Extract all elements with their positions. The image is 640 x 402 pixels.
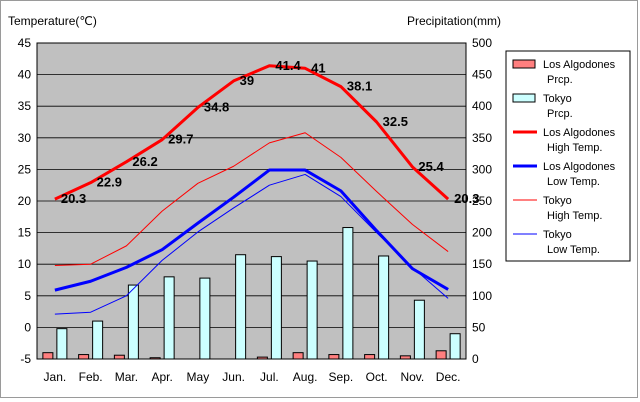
left-axis-title: Temperature(℃) (8, 14, 97, 28)
high-temp-data-label: 38.1 (347, 79, 372, 94)
precip-tick-label: 250 (472, 194, 492, 208)
high-temp-data-label: 34.8 (204, 99, 229, 114)
month-label: Jun. (222, 370, 245, 384)
la_low-line (54, 168, 449, 292)
month-label: Aug. (293, 370, 318, 384)
tokyo_prcp-bar (413, 299, 425, 360)
la_prcp-bar (42, 352, 54, 360)
temp-tick-label: 20 (18, 194, 32, 208)
precip-tick-label: 150 (472, 257, 492, 271)
temp-tick-label: 5 (24, 289, 31, 303)
high-temp-data-label: 41.4 (275, 58, 301, 73)
tokyo_low-legend-label: Low Temp. (547, 244, 600, 256)
tokyo_prcp-bar (92, 320, 104, 360)
tokyo_prcp-bar (342, 227, 354, 360)
high-temp-data-label: 22.9 (97, 175, 122, 190)
tokyo_prcp-legend-label: Prcp. (547, 108, 573, 120)
month-label: Dec. (436, 370, 461, 384)
temp-tick-label: 10 (18, 257, 32, 271)
high-temp-data-label: 32.5 (383, 114, 408, 129)
tokyo_prcp-bar (270, 256, 282, 360)
la_low-legend-label: Los Algodones (543, 161, 616, 173)
temp-tick-label: 40 (18, 68, 32, 82)
tokyo_prcp-bar (127, 284, 139, 360)
la_high-legend-label: Los Algodones (543, 127, 616, 139)
precip-tick-label: 400 (472, 99, 492, 113)
high-temp-data-label: 41 (311, 60, 325, 75)
temp-tick-label: -5 (20, 352, 31, 366)
tokyo_high-legend-label: High Temp. (547, 210, 602, 222)
tokyo_prcp-bar (378, 255, 390, 360)
la_prcp-legend-label: Los Algodones (543, 59, 616, 71)
la_prcp-bar (78, 354, 90, 360)
la_prcp-bar (399, 355, 411, 360)
la_high-legend-label: High Temp. (547, 142, 602, 154)
la_prcp-legend-swatch (512, 59, 536, 69)
tokyo_prcp-bar (306, 260, 318, 360)
climate-chart: Temperature(℃) Precipitation(mm) -5 0 5 10 15 2… (8, 14, 631, 384)
precip-tick-label: 350 (472, 131, 492, 145)
precip-tick-label: 100 (472, 289, 492, 303)
temp-tick-label: 45 (18, 36, 32, 50)
la_prcp-bar (435, 350, 447, 360)
la_prcp-bar (113, 354, 125, 360)
high-temp-data-label: 20.3 (61, 191, 86, 206)
right-axis-title: Precipitation(mm) (407, 14, 501, 28)
la_high-line (54, 64, 450, 201)
tokyo_prcp-bar (449, 333, 461, 360)
tokyo_prcp-bar (163, 276, 175, 360)
month-label: May (187, 370, 210, 384)
tokyo_prcp-legend-label: Tokyo (543, 93, 572, 105)
la_prcp-bar (364, 354, 376, 360)
precip-tick-label: 450 (472, 68, 492, 82)
precip-tick-label: 300 (472, 162, 492, 176)
temp-tick-label: 0 (24, 320, 31, 334)
month-label: Mar. (115, 370, 138, 384)
month-label: Nov. (400, 370, 424, 384)
high-temp-data-label: 26.2 (132, 154, 157, 169)
tokyo_prcp-legend-swatch (512, 93, 536, 103)
temp-tick-label: 25 (18, 162, 32, 176)
precip-tick-label: 200 (472, 226, 492, 240)
precip-tick-label: 500 (472, 36, 492, 50)
month-label: Jan. (44, 370, 67, 384)
precip-tick-label: 50 (472, 320, 486, 334)
month-label: Oct. (366, 370, 388, 384)
month-label: Apr. (151, 370, 172, 384)
high-temp-data-label: 20.3 (454, 191, 479, 206)
high-temp-data-label: 29.7 (168, 132, 193, 147)
temp-tick-label: 30 (18, 131, 32, 145)
month-label: Jul. (260, 370, 279, 384)
la_prcp-bar (328, 354, 340, 360)
month-label: Sep. (329, 370, 354, 384)
tokyo_high-legend-label: Tokyo (543, 195, 572, 207)
legend-box (505, 50, 631, 262)
high-temp-data-label: 25.4 (418, 159, 444, 174)
precip-tick-label: 0 (472, 352, 479, 366)
high-temp-data-label: 39 (240, 73, 254, 88)
la_prcp-bar (256, 356, 268, 360)
tokyo_prcp-bar (56, 328, 68, 360)
tokyo_prcp-bar (199, 277, 211, 360)
la_low-legend-label: Low Temp. (547, 176, 600, 188)
temp-tick-label: 15 (18, 226, 32, 240)
la_prcp-bar (149, 357, 161, 360)
tokyo_low-legend-label: Tokyo (543, 229, 572, 241)
tokyo_high-line (54, 132, 449, 266)
temp-tick-label: 35 (18, 99, 32, 113)
la_prcp-bar (292, 352, 304, 360)
la_prcp-legend-label: Prcp. (547, 74, 573, 86)
month-label: Feb. (79, 370, 103, 384)
tokyo_prcp-bar (235, 254, 247, 360)
